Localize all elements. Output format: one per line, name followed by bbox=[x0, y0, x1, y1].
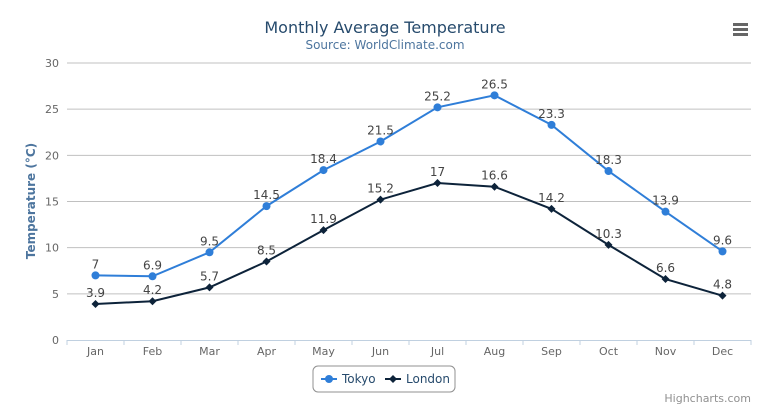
data-label: 18.3 bbox=[595, 153, 622, 167]
data-point bbox=[604, 240, 613, 249]
chart-subtitle: Source: WorldClimate.com bbox=[305, 38, 464, 52]
legend-box bbox=[312, 365, 456, 393]
x-tick-label: Mar bbox=[199, 345, 220, 358]
data-label: 8.5 bbox=[257, 244, 276, 258]
legend-item-tokyo[interactable]: Tokyo bbox=[321, 372, 376, 386]
data-label: 4.2 bbox=[143, 283, 162, 297]
data-label: 9.5 bbox=[200, 234, 219, 248]
data-label: 10.3 bbox=[595, 227, 622, 241]
legend-item-london[interactable]: London bbox=[385, 372, 450, 386]
data-point bbox=[262, 257, 271, 266]
data-label: 5.7 bbox=[200, 269, 219, 283]
data-label: 3.9 bbox=[86, 286, 105, 300]
data-point bbox=[718, 291, 727, 300]
x-tick-label: Jun bbox=[371, 345, 389, 358]
data-label: 14.5 bbox=[253, 188, 280, 202]
y-tick-label: 15 bbox=[45, 196, 59, 209]
data-point bbox=[376, 195, 385, 204]
x-tick-label: Aug bbox=[484, 345, 505, 358]
chart-title: Monthly Average Temperature bbox=[264, 18, 505, 37]
data-point bbox=[319, 226, 328, 235]
series-line-london bbox=[95, 182, 723, 305]
x-tick-label: Apr bbox=[257, 345, 277, 358]
data-label: 14.2 bbox=[538, 191, 565, 205]
y-tick-label: 25 bbox=[45, 103, 59, 116]
data-point bbox=[262, 202, 271, 211]
data-label: 23.3 bbox=[538, 107, 565, 121]
credits-link[interactable]: Highcharts.com bbox=[664, 392, 751, 405]
data-point bbox=[433, 103, 442, 112]
y-tick-label: 10 bbox=[45, 242, 59, 255]
data-label: 16.6 bbox=[481, 169, 508, 183]
hamburger-menu-icon[interactable] bbox=[730, 18, 754, 40]
y-tick-label: 20 bbox=[45, 149, 59, 162]
circle-marker-icon bbox=[325, 375, 333, 383]
data-label: 25.2 bbox=[424, 89, 451, 103]
x-tick-label: Sep bbox=[541, 345, 562, 358]
data-point bbox=[661, 207, 670, 216]
x-tick-label: Jul bbox=[430, 345, 444, 358]
data-point bbox=[604, 167, 613, 176]
data-point bbox=[91, 271, 100, 280]
x-tick-label: Dec bbox=[712, 345, 733, 358]
data-label: 6.6 bbox=[656, 261, 675, 275]
x-tick-label: May bbox=[312, 345, 335, 358]
data-point bbox=[148, 272, 157, 281]
x-tick-label: Nov bbox=[655, 345, 677, 358]
data-point bbox=[376, 137, 385, 146]
data-label: 13.9 bbox=[652, 194, 679, 208]
x-tick-label: Oct bbox=[599, 345, 619, 358]
data-label: 26.5 bbox=[481, 77, 508, 91]
data-label: 6.9 bbox=[143, 258, 162, 272]
data-point bbox=[148, 297, 157, 306]
data-point bbox=[718, 247, 727, 256]
diamond-marker-icon bbox=[389, 375, 397, 383]
series-london: 3.9 4.2 5.7 8.5 11.9 15.2 17 16.6 14.2 10.3 6.6 4.8 bbox=[86, 165, 732, 308]
legend-label-london: London bbox=[406, 372, 450, 386]
y-tick-label: 5 bbox=[52, 288, 59, 301]
data-point bbox=[205, 248, 214, 257]
series-tokyo: 7 6.9 9.5 14.5 18.4 21.5 25.2 26.5 23.3 18.3 13.9 9… bbox=[91, 77, 732, 281]
y-tick-label: 0 bbox=[52, 334, 59, 347]
data-point bbox=[205, 283, 214, 292]
data-label: 15.2 bbox=[367, 182, 394, 196]
data-point bbox=[490, 182, 499, 191]
series-line-tokyo bbox=[95, 94, 724, 278]
data-label: 17 bbox=[430, 165, 445, 179]
y-tick-label: 30 bbox=[45, 57, 59, 70]
data-label: 4.8 bbox=[713, 278, 732, 292]
data-point bbox=[661, 275, 670, 284]
data-point bbox=[490, 91, 499, 100]
data-label: 21.5 bbox=[367, 123, 394, 137]
data-label: 11.9 bbox=[310, 212, 337, 226]
x-tick-label: Feb bbox=[143, 345, 162, 358]
data-point bbox=[547, 204, 556, 213]
data-point bbox=[91, 299, 100, 308]
data-label: 9.6 bbox=[713, 233, 732, 247]
x-tick-label: Jan bbox=[86, 345, 104, 358]
data-label: 7 bbox=[92, 257, 100, 271]
data-label: 18.4 bbox=[310, 152, 337, 166]
legend-label-tokyo: Tokyo bbox=[341, 372, 376, 386]
data-point bbox=[319, 166, 328, 175]
y-axis-title: Temperature (°C) bbox=[24, 143, 38, 259]
data-point bbox=[547, 120, 556, 129]
data-point bbox=[433, 179, 442, 188]
legend: Tokyo London bbox=[312, 365, 456, 393]
